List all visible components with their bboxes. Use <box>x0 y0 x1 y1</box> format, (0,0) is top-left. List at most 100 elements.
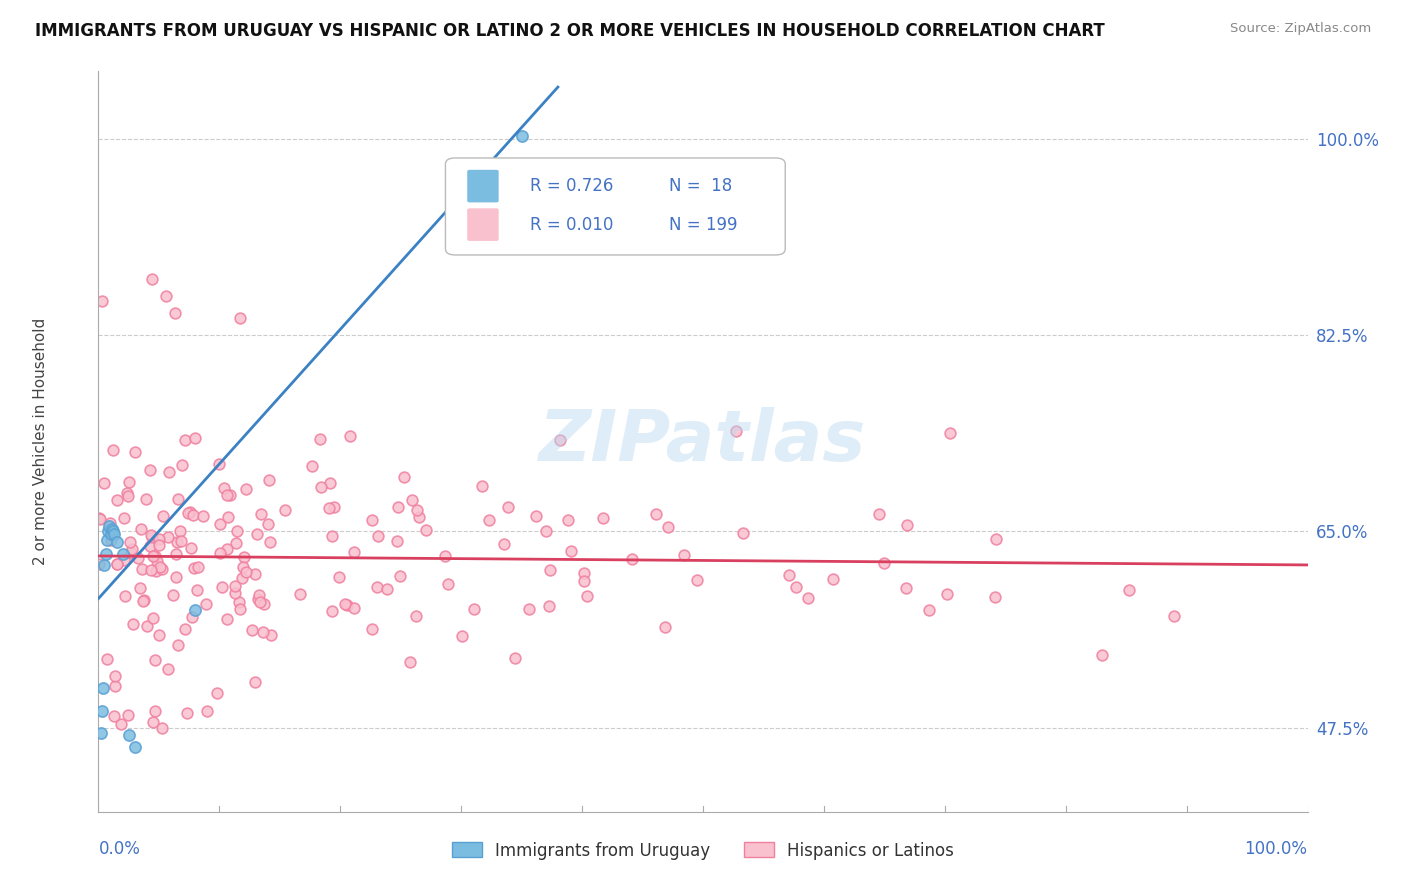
Point <box>101 442 124 457</box>
Point <box>105 493 128 508</box>
Point <box>139 463 162 477</box>
Point <box>548 433 571 447</box>
Point <box>118 535 141 549</box>
Point <box>121 616 143 631</box>
Point <box>98 518 121 533</box>
Point <box>401 493 423 508</box>
Point <box>478 513 501 527</box>
Point <box>89 511 111 525</box>
Point <box>673 548 696 562</box>
Point <box>156 529 179 543</box>
Point <box>145 564 167 578</box>
Point <box>131 562 153 576</box>
Point <box>100 522 122 536</box>
Point <box>339 429 361 443</box>
Point <box>143 549 166 564</box>
Point <box>224 585 246 599</box>
Point <box>212 481 235 495</box>
Point <box>162 587 184 601</box>
Point <box>228 602 250 616</box>
Point <box>124 739 146 754</box>
Point <box>217 510 239 524</box>
Point <box>152 508 174 523</box>
Point <box>333 597 356 611</box>
Point <box>321 529 343 543</box>
Text: Source: ZipAtlas.com: Source: ZipAtlas.com <box>1230 22 1371 36</box>
Point <box>869 507 891 521</box>
Point <box>104 669 127 683</box>
Point <box>112 552 135 566</box>
Point <box>148 628 170 642</box>
Point <box>250 507 273 521</box>
Point <box>218 488 240 502</box>
Point <box>367 529 389 543</box>
Point <box>821 572 844 586</box>
Point <box>259 628 281 642</box>
Point <box>143 652 166 666</box>
Point <box>148 538 170 552</box>
Point <box>225 536 247 550</box>
Point <box>1091 648 1114 663</box>
Point <box>141 530 163 544</box>
Point <box>91 294 114 309</box>
Point <box>724 424 747 438</box>
Point <box>139 528 162 542</box>
Point <box>115 486 138 500</box>
Point <box>217 541 239 556</box>
Point <box>336 598 359 612</box>
Point <box>215 612 238 626</box>
Point <box>135 491 157 506</box>
Point <box>117 707 139 722</box>
Point <box>387 534 409 549</box>
Text: IMMIGRANTS FROM URUGUAY VS HISPANIC OR LATINO 2 OR MORE VEHICLES IN HOUSEHOLD CO: IMMIGRANTS FROM URUGUAY VS HISPANIC OR L… <box>35 22 1105 40</box>
Point <box>259 534 281 549</box>
Point <box>415 523 437 537</box>
Point <box>191 508 214 523</box>
Point <box>471 479 494 493</box>
Point <box>1163 608 1185 623</box>
Point <box>105 558 128 572</box>
Point <box>938 426 960 441</box>
Point <box>96 533 118 548</box>
Point <box>98 516 121 530</box>
Point <box>318 501 340 516</box>
Point <box>226 524 249 538</box>
Point <box>179 505 201 519</box>
Point <box>208 457 231 471</box>
Point <box>249 595 271 609</box>
Point <box>560 544 582 558</box>
Point <box>245 566 267 581</box>
Point <box>235 482 257 496</box>
Point <box>169 524 191 538</box>
Point <box>104 679 127 693</box>
Point <box>150 721 173 735</box>
Point <box>165 548 187 562</box>
Point <box>139 563 162 577</box>
Point <box>167 492 190 507</box>
Point <box>496 500 519 515</box>
Point <box>94 547 117 561</box>
Point <box>132 592 155 607</box>
Point <box>309 481 332 495</box>
Point <box>232 559 254 574</box>
Text: 100.0%: 100.0% <box>1244 839 1308 858</box>
Point <box>918 602 941 616</box>
Point <box>408 510 430 524</box>
Point <box>117 489 139 503</box>
Point <box>517 602 540 616</box>
FancyBboxPatch shape <box>446 158 785 255</box>
Point <box>342 544 364 558</box>
Point <box>873 556 896 570</box>
Point <box>984 532 1007 546</box>
Point <box>207 686 229 700</box>
Point <box>321 604 343 618</box>
Point <box>536 524 558 538</box>
Point <box>247 588 270 602</box>
Point <box>111 547 134 561</box>
Point <box>896 518 918 533</box>
Point <box>229 311 252 326</box>
Point <box>120 546 142 560</box>
Point <box>87 557 110 571</box>
Point <box>156 661 179 675</box>
FancyBboxPatch shape <box>467 169 499 202</box>
